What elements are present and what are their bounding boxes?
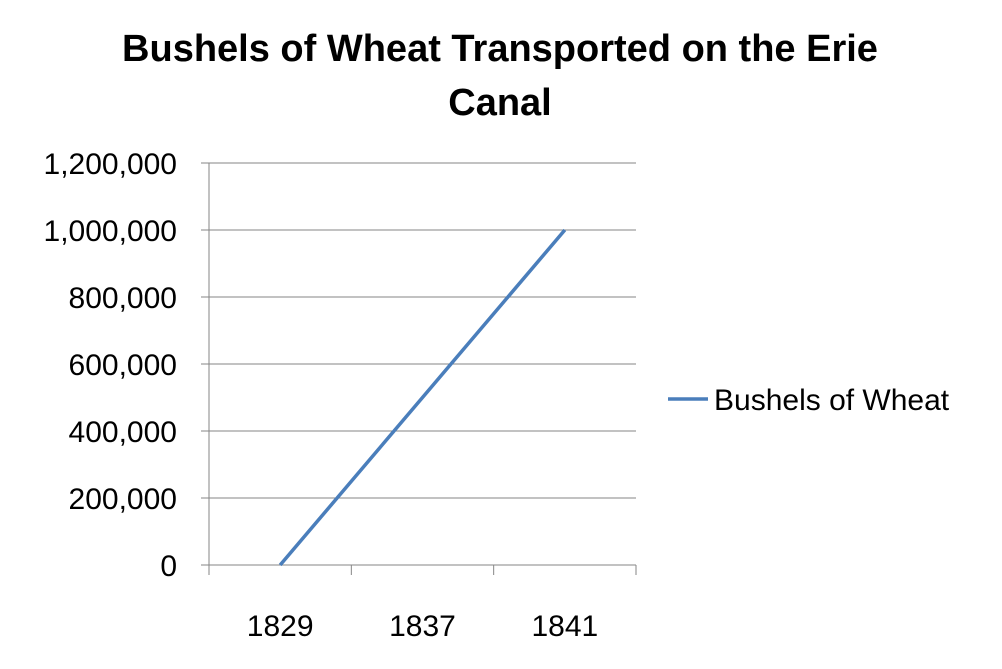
y-tick-label: 200,000 [69,483,177,516]
y-tick-label: 600,000 [69,349,177,382]
y-axis-ticks: 0 200,000 400,000 600,000 800,000 1,000,000 1,… [44,148,209,583]
y-tick-label: 1,200,000 [44,148,177,181]
y-tick-label: 0 [160,550,177,583]
series-lines [278,228,567,567]
legend-label: Bushels of Wheat [714,384,950,417]
x-tick-label: 1841 [531,610,598,643]
y-tick-label: 400,000 [69,416,177,449]
x-tick-label: 1829 [247,610,314,643]
legend: Bushels of Wheat [668,384,950,417]
x-tick-label: 1837 [389,610,456,643]
x-axis-ticks: 1829 1837 1841 [208,565,637,643]
y-tick-label: 800,000 [69,282,177,315]
y-tick-label: 1,000,000 [44,215,177,248]
gridlines [209,162,636,499]
chart-title: Bushels of Wheat Transported on the Erie… [122,28,878,124]
